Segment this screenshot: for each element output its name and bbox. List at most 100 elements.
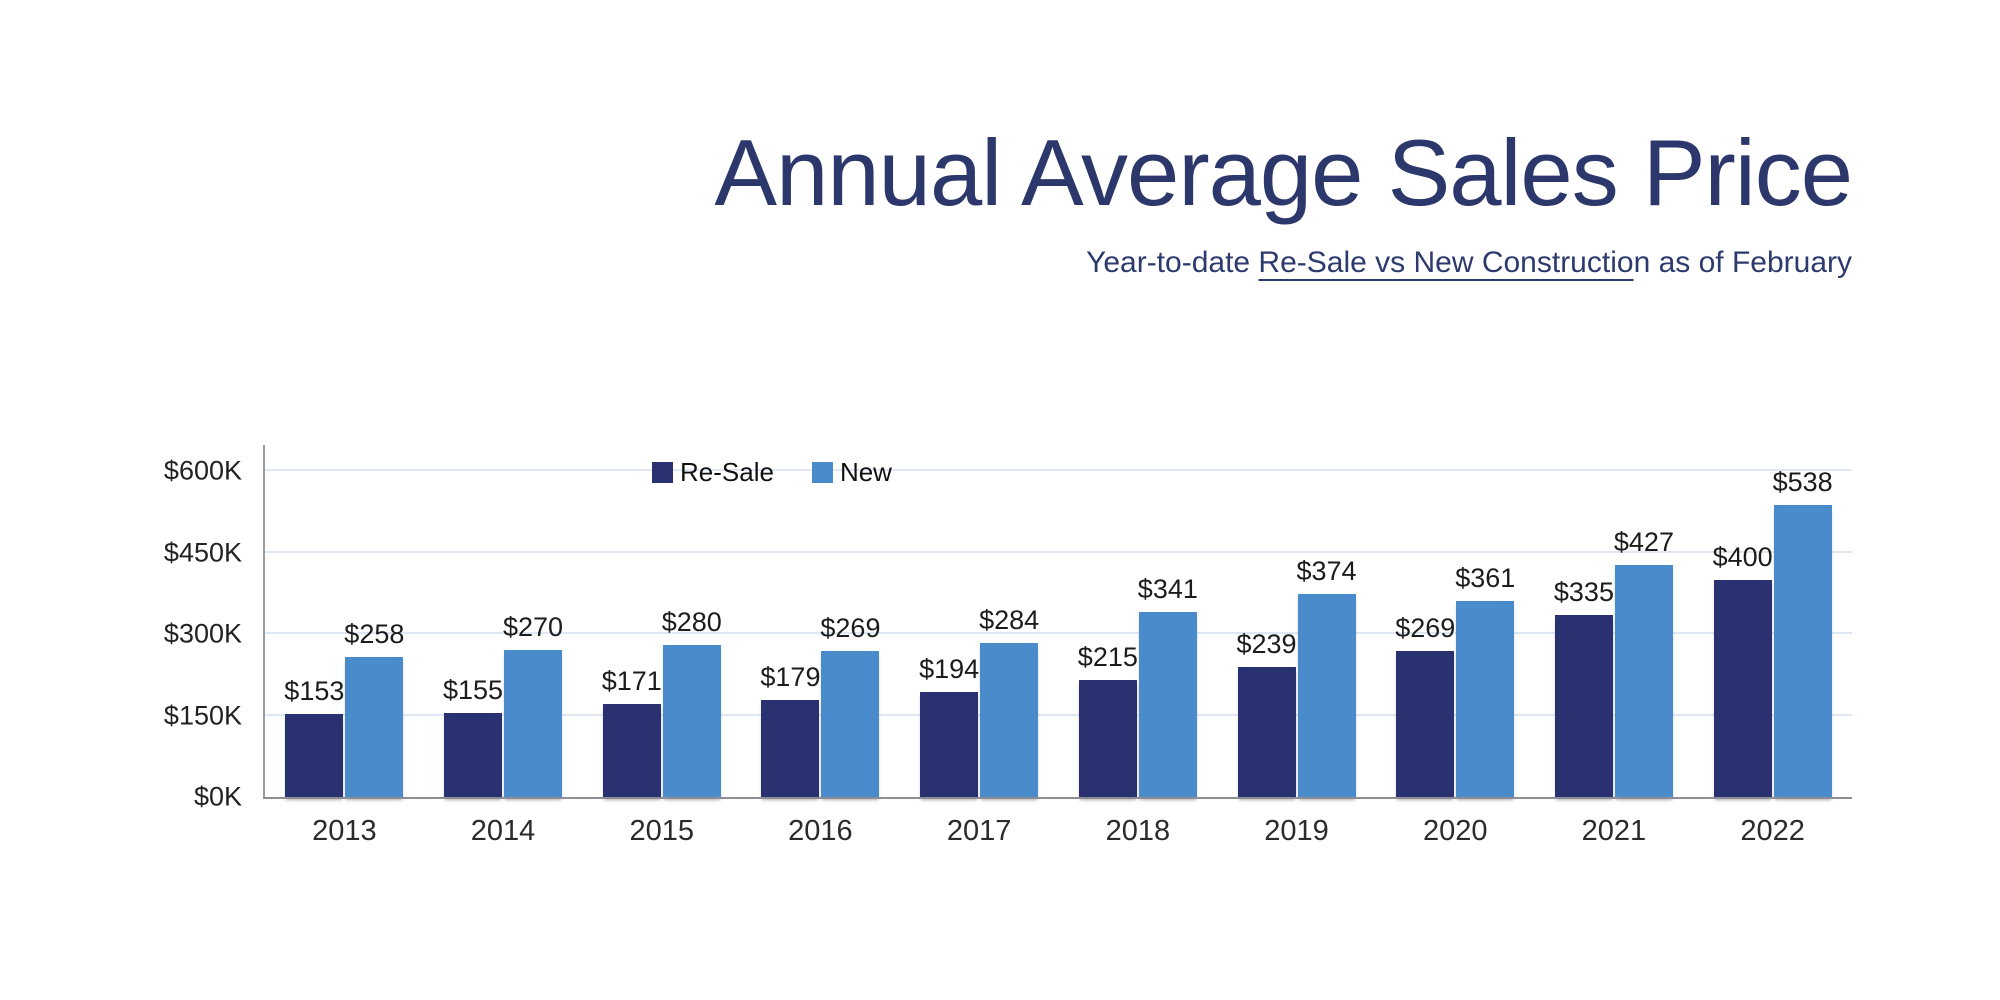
gridline-600 xyxy=(265,469,1852,471)
bar-rect xyxy=(980,642,1039,797)
data-label: $280 xyxy=(661,606,722,637)
bar-rect xyxy=(1713,579,1772,797)
bar-new-2021: $427 xyxy=(1614,527,1674,797)
legend: Re-Sale New xyxy=(652,457,892,488)
bar-rect xyxy=(1237,667,1296,797)
bar-group-2015: $171 $280 2015 xyxy=(582,445,741,847)
bar-new-2016: $269 xyxy=(820,613,880,797)
data-label: $284 xyxy=(979,604,1040,635)
legend-item-new: New xyxy=(811,457,892,488)
bar-rect xyxy=(662,644,721,797)
bar-re-sale-2014: $155 xyxy=(443,675,503,797)
data-label: $269 xyxy=(820,612,881,643)
x-tick-label-2022: 2022 xyxy=(1740,815,1805,847)
bar-new-2014: $270 xyxy=(503,612,563,797)
bar-rect xyxy=(1614,565,1673,797)
bar-new-2022: $538 xyxy=(1773,467,1833,797)
bar-rect xyxy=(285,713,344,797)
x-tick-label-2017: 2017 xyxy=(946,815,1012,847)
y-axis-labels: $0K $150K $300K $450K $600K xyxy=(0,445,242,812)
bar-rect xyxy=(1297,593,1356,797)
subtitle-prefix: Year-to-date xyxy=(1086,246,1259,279)
bar-rect xyxy=(345,656,404,797)
bar-rect xyxy=(504,650,563,797)
bar-re-sale-2019: $239 xyxy=(1236,629,1297,797)
bar-new-2019: $374 xyxy=(1296,556,1357,797)
bar-group-2013: $153 $258 2013 xyxy=(265,445,424,847)
bar-group-2021: $335 $427 2021 xyxy=(1535,445,1694,847)
bar-group-2022: $400 $538 2022 xyxy=(1693,445,1852,847)
data-label: $258 xyxy=(344,618,405,649)
bar-re-sale-2020: $269 xyxy=(1395,613,1455,797)
chart-title: Annual Average Sales Price xyxy=(714,120,1853,225)
data-label: $361 xyxy=(1455,562,1516,593)
legend-swatch-icon xyxy=(811,462,833,483)
gridline-150 xyxy=(265,713,1852,716)
x-tick-label-2013: 2013 xyxy=(312,815,377,847)
legend-label: Re-Sale xyxy=(680,457,774,487)
x-tick-label-2014: 2014 xyxy=(470,815,536,847)
bar-group-2016: $179 $269 2016 xyxy=(741,445,900,847)
y-tick-label: $300K xyxy=(163,618,242,649)
bar-rect xyxy=(1078,680,1137,797)
legend-label: New xyxy=(839,457,892,487)
subtitle-underlined-text: Re-Sale vs New Constructio xyxy=(1258,246,1634,279)
gridline-450 xyxy=(265,550,1852,553)
bar-re-sale-2018: $215 xyxy=(1078,642,1138,797)
bar-rect xyxy=(1138,611,1197,797)
bar-re-sale-2013: $153 xyxy=(284,676,344,797)
x-tick-label-2021: 2021 xyxy=(1581,815,1647,847)
bar-group-2018: $215 $341 2018 xyxy=(1059,445,1218,847)
bar-group-2014: $155 $270 2014 xyxy=(424,445,583,847)
bar-rect xyxy=(920,691,979,797)
bar-group-2017: $194 $284 2017 xyxy=(900,445,1059,847)
data-label: $270 xyxy=(502,612,564,643)
plot-area: Re-Sale New $153 $258 2013 $155 $270 2014 $171 $… xyxy=(263,445,1852,847)
x-tick-label-2016: 2016 xyxy=(788,815,853,847)
bar-new-2013: $258 xyxy=(344,619,404,797)
bar-new-2015: $280 xyxy=(662,607,722,797)
bar-group-2020: $269 $361 2020 xyxy=(1376,445,1535,847)
data-label: $194 xyxy=(919,653,980,684)
bar-group-2019: $239 $374 2019 xyxy=(1217,445,1376,847)
legend-swatch-icon xyxy=(652,462,673,483)
bar-new-2018: $341 xyxy=(1138,574,1198,797)
data-label: $374 xyxy=(1296,555,1357,586)
bar-re-sale-2017: $194 xyxy=(919,654,979,797)
gridline-300 xyxy=(265,632,1852,634)
data-label: $155 xyxy=(442,674,504,705)
data-label: $215 xyxy=(1077,642,1138,673)
x-tick-label-2015: 2015 xyxy=(629,815,694,847)
data-label: $427 xyxy=(1613,527,1674,557)
bar-rect xyxy=(444,712,503,797)
bar-rect xyxy=(821,650,880,797)
bar-rect xyxy=(1456,600,1515,797)
legend-item-re-sale: Re-Sale xyxy=(652,457,774,488)
y-tick-label: $600K xyxy=(163,455,242,486)
bar-new-2017: $284 xyxy=(979,605,1039,797)
data-label: $269 xyxy=(1395,612,1456,643)
bar-new-2020: $361 xyxy=(1455,563,1515,797)
data-label: $341 xyxy=(1137,573,1198,604)
bar-rect xyxy=(761,699,820,797)
data-label: $538 xyxy=(1772,466,1833,497)
x-tick-label-2019: 2019 xyxy=(1264,815,1329,847)
data-label: $335 xyxy=(1553,576,1614,607)
data-label: $171 xyxy=(601,666,662,697)
data-label: $400 xyxy=(1712,541,1773,572)
x-tick-label-2020: 2020 xyxy=(1422,815,1488,847)
data-label: $239 xyxy=(1236,629,1297,660)
x-tick-label-2018: 2018 xyxy=(1105,815,1171,847)
bar-re-sale-2016: $179 xyxy=(760,662,820,797)
bar-rect xyxy=(1773,504,1832,797)
data-label: $153 xyxy=(284,675,345,706)
subtitle-suffix: n as of February xyxy=(1633,246,1852,279)
y-tick-label: $0K xyxy=(193,781,242,812)
bar-rect xyxy=(1396,650,1455,797)
bar-re-sale-2022: $400 xyxy=(1713,542,1773,797)
bar-re-sale-2015: $171 xyxy=(602,666,662,797)
bar-rect xyxy=(602,704,661,797)
bar-rect xyxy=(1554,614,1613,797)
y-tick-label: $450K xyxy=(163,537,242,567)
